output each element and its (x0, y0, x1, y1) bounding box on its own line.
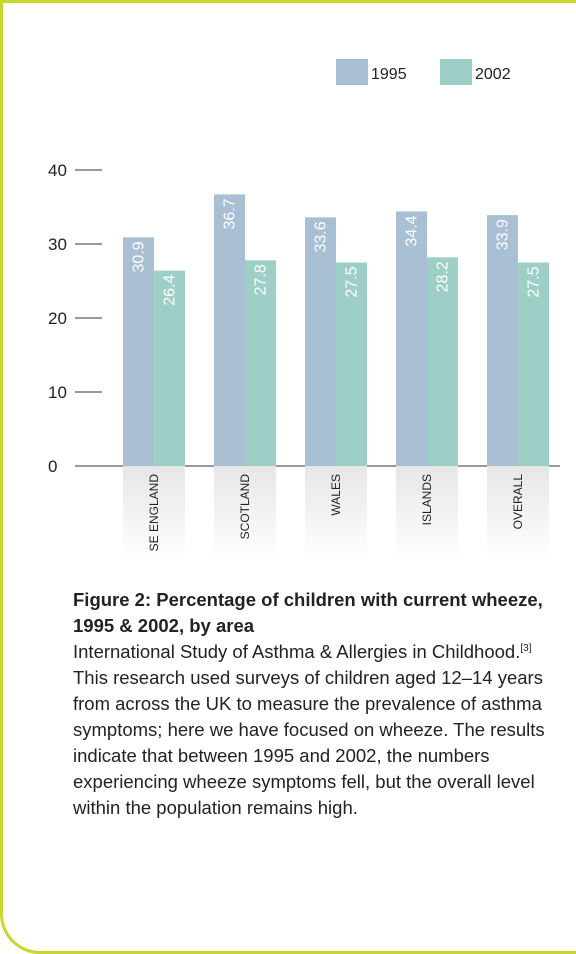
category-label-bg-se-england (123, 466, 185, 560)
category-label-wales: WALES (329, 474, 343, 516)
bars: 30.9 26.4 36.7 27.8 33.6 27.5 34.4 28.2 33.9 27.5 (123, 194, 549, 467)
bar-islands-1995 (396, 211, 427, 466)
y-tick-label-20: 20 (48, 309, 67, 328)
data-label-wales-2002: 27.5 (344, 266, 361, 297)
bar-scotland-2002 (245, 260, 276, 466)
bar-chart: 1995 2002 0 10 20 30 40 30.9 26.4 36.7 27.8 33.6 2… (48, 59, 560, 560)
legend-swatch-1995 (336, 59, 368, 85)
data-label-overall-2002: 27.5 (526, 266, 543, 297)
legend-label-2002: 2002 (475, 66, 511, 83)
data-label-wales-1995: 33.6 (313, 221, 330, 252)
category-label-bg-wales (305, 466, 367, 560)
category-label-bg-islands (396, 466, 458, 560)
category-label-bg-overall (487, 466, 549, 560)
caption-text-rest: This research used surveys of children a… (73, 667, 545, 818)
data-label-se-england-1995: 30.9 (131, 241, 148, 272)
category-labels: SE ENGLAND SCOTLAND WALES ISLANDS OVERALL (147, 474, 525, 552)
figure-caption: Figure 2: Percentage of children with cu… (73, 587, 551, 821)
data-label-scotland-2002: 27.8 (253, 264, 270, 295)
bar-wales-2002 (336, 262, 367, 466)
bar-wales-1995 (305, 217, 336, 466)
legend-swatch-2002 (440, 59, 472, 85)
bar-islands-2002 (427, 257, 458, 466)
category-label-overall: OVERALL (511, 474, 525, 530)
y-tick-label-30: 30 (48, 235, 67, 254)
legend-label-1995: 1995 (371, 66, 407, 83)
figure-description: International Study of Asthma & Allergie… (73, 639, 551, 821)
category-label-se-england: SE ENGLAND (147, 474, 161, 552)
bar-scotland-1995 (214, 194, 245, 467)
data-label-se-england-2002: 26.4 (162, 275, 179, 306)
y-tick-label-0: 0 (48, 457, 57, 476)
data-label-islands-1995: 34.4 (404, 215, 421, 246)
bar-se-england-2002 (154, 270, 185, 466)
chart-legend: 1995 2002 (336, 59, 511, 85)
category-label-scotland: SCOTLAND (238, 474, 252, 540)
caption-text-start: International Study of Asthma & Allergie… (73, 641, 521, 662)
data-label-overall-1995: 33.9 (495, 219, 512, 250)
reference-marker: [3] (520, 642, 532, 654)
category-label-islands: ISLANDS (420, 474, 434, 525)
figure-title: Figure 2: Percentage of children with cu… (73, 589, 543, 636)
bar-overall-2002 (518, 262, 549, 466)
category-label-bg-scotland (214, 466, 276, 560)
category-label-backgrounds (123, 466, 549, 560)
bar-se-england-1995 (123, 237, 154, 466)
data-label-islands-2002: 28.2 (435, 261, 452, 292)
y-tick-label-10: 10 (48, 383, 67, 402)
data-label-scotland-1995: 36.7 (222, 198, 239, 229)
bar-overall-1995 (487, 215, 518, 466)
y-tick-label-40: 40 (48, 161, 67, 180)
